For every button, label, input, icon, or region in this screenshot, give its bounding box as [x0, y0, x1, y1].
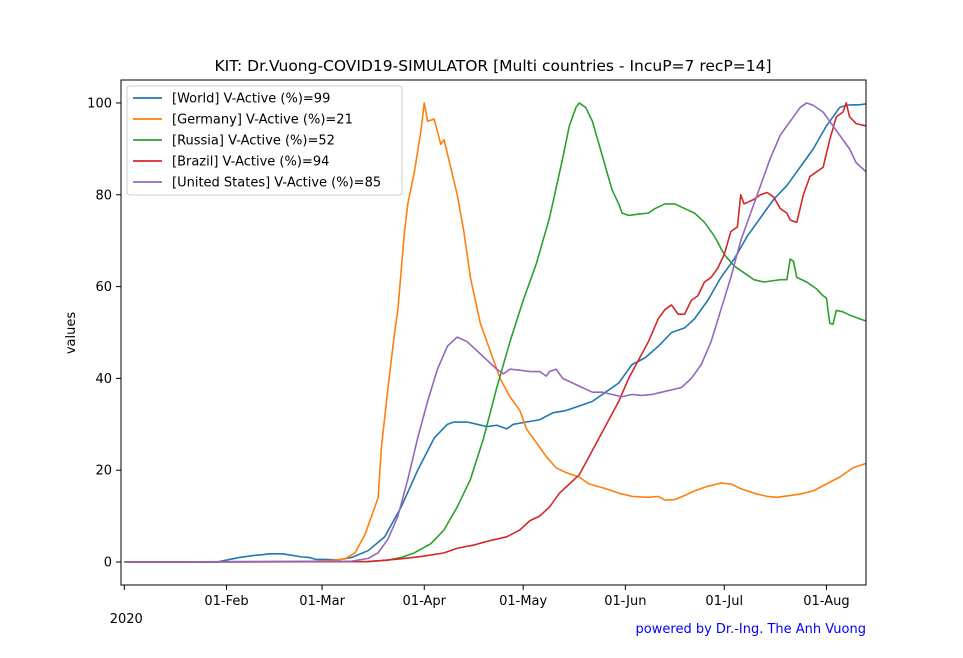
- legend-label-0: [World] V-Active (%)=99: [172, 92, 330, 107]
- legend-label-4: [United States] V-Active (%)=85: [172, 176, 381, 191]
- series-line-0: [124, 103, 867, 563]
- x-tick-label-3: 01-Apr: [403, 594, 447, 609]
- legend-label-2: [Russia] V-Active (%)=52: [172, 134, 335, 149]
- y-axis-label: values: [64, 312, 79, 355]
- x-tick-label-4: 01-May: [499, 594, 547, 609]
- x-axis: 2020 01-Feb 01-Mar 01-Apr 01-May 01-Jun 01-Jul…: [110, 585, 850, 627]
- footer-credit: powered by Dr.-Ing. The Anh Vuong: [636, 622, 866, 637]
- x-tick-label-0: 2020: [110, 612, 143, 627]
- y-axis: 0 20 40 60 80 100: [87, 96, 121, 571]
- series-line-2: [124, 102, 867, 563]
- legend: [World] V-Active (%)=99 [Germany] V-Activ…: [126, 85, 403, 196]
- plot-frame: [120, 79, 867, 586]
- legend-label-1: [Germany] V-Active (%)=21: [172, 113, 353, 128]
- series-line-4: [124, 102, 867, 563]
- y-tick-label-1: 20: [95, 464, 112, 479]
- series-line-3: [124, 102, 867, 563]
- y-tick-label-5: 100: [87, 96, 112, 111]
- y-tick-label-3: 60: [95, 280, 112, 295]
- x-tick-label-5: 01-Jun: [604, 594, 646, 609]
- x-tick-label-2: 01-Mar: [299, 594, 345, 609]
- series-layer: [124, 102, 867, 563]
- x-tick-label-6: 01-Jul: [705, 594, 743, 609]
- legend-label-3: [Brazil] V-Active (%)=94: [172, 155, 329, 170]
- y-tick-label-0: 0: [104, 556, 112, 571]
- y-tick-label-2: 40: [95, 372, 112, 387]
- y-tick-label-4: 80: [95, 188, 112, 203]
- x-tick-label-1: 01-Feb: [204, 594, 248, 609]
- legend-box: [126, 85, 403, 196]
- series-line-1: [124, 102, 867, 563]
- chart-title: KIT: Dr.Vuong-COVID19-SIMULATOR [Multi c…: [214, 57, 771, 75]
- x-tick-label-7: 01-Aug: [803, 594, 849, 609]
